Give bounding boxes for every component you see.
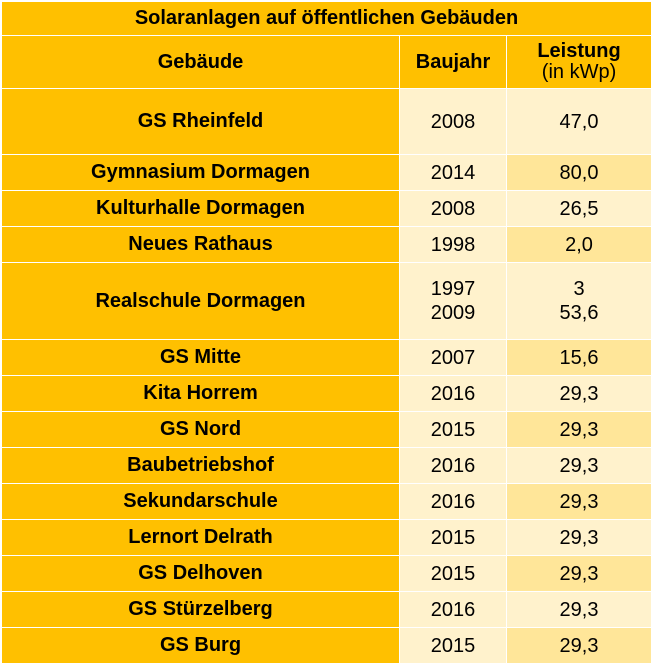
building-name: GS Rheinfeld [1, 88, 400, 155]
year-value: 2008 [430, 110, 476, 133]
table-row: Lernort Delrath 2015 29,3 [1, 519, 653, 556]
power-cell: 2,0 [505, 226, 653, 263]
year-value: 2015 [430, 634, 476, 657]
power-value: 26,5 [559, 197, 599, 220]
year-value: 2016 [430, 382, 476, 405]
power-value: 29,3 [559, 634, 599, 657]
header-building: Gebäude [1, 35, 400, 89]
table-row: Kulturhalle Dormagen 2008 26,5 [1, 190, 653, 227]
power-cell: 47,0 [505, 88, 653, 155]
header-year: Baujahr [399, 35, 507, 89]
year-cell: 2016 [399, 447, 507, 484]
power-cell: 29,3 [505, 519, 653, 556]
year-value: 2007 [430, 346, 476, 369]
year-value: 2016 [430, 454, 476, 477]
table-row: GS Rheinfeld 2008 47,0 [1, 88, 653, 155]
power-value: 47,0 [559, 110, 599, 133]
power-cell: 29,3 [505, 483, 653, 520]
year-value: 2016 [430, 490, 476, 513]
year-cell: 2008 [399, 190, 507, 227]
table-row: Realschule Dormagen 1997 2009 3 53,6 [1, 262, 653, 340]
table-row: GS Nord 2015 29,3 [1, 411, 653, 448]
year-value: 2014 [430, 161, 476, 184]
table-row: GS Burg 2015 29,3 [1, 627, 653, 664]
power-value: 29,3 [559, 598, 599, 621]
header-power-label: Leistung [537, 40, 621, 62]
building-name: Lernort Delrath [1, 519, 400, 556]
year-value: 2016 [430, 598, 476, 621]
year-cell: 2007 [399, 339, 507, 376]
table-title: Solaranlagen auf öffentlichen Gebäuden [0, 1, 653, 36]
year-cell: 2016 [399, 483, 507, 520]
building-name: Neues Rathaus [1, 226, 400, 263]
power-cell: 29,3 [505, 591, 653, 628]
header-power-unit: (in kWp) [541, 61, 617, 83]
year-cell: 2008 [399, 88, 507, 155]
table-row: GS Stürzelberg 2016 29,3 [1, 591, 653, 628]
building-name: Sekundarschule [1, 483, 400, 520]
building-name: GS Delhoven [1, 555, 400, 592]
year-cell: 1998 [399, 226, 507, 263]
building-name: Kita Horrem [1, 375, 400, 412]
year-cell: 2015 [399, 555, 507, 592]
building-name: GS Nord [1, 411, 400, 448]
table-row: Gymnasium Dormagen 2014 80,0 [1, 154, 653, 191]
building-name: GS Mitte [1, 339, 400, 376]
year-value: 2015 [430, 418, 476, 441]
power-cell: 29,3 [505, 555, 653, 592]
power-value: 29,3 [559, 382, 599, 405]
power-value: 29,3 [559, 490, 599, 513]
building-name: GS Stürzelberg [1, 591, 400, 628]
table-row: Sekundarschule 2016 29,3 [1, 483, 653, 520]
building-name: Gymnasium Dormagen [1, 154, 400, 191]
power-cell: 3 53,6 [505, 262, 653, 340]
power-cell: 15,6 [505, 339, 653, 376]
year-value: 2015 [430, 562, 476, 585]
year-value: 1997 [430, 278, 476, 300]
year-cell: 2016 [399, 375, 507, 412]
table-row: GS Delhoven 2015 29,3 [1, 555, 653, 592]
year-value-2: 2009 [430, 302, 476, 324]
table-row: GS Mitte 2007 15,6 [1, 339, 653, 376]
power-value: 29,3 [559, 418, 599, 441]
table-row: Kita Horrem 2016 29,3 [1, 375, 653, 412]
power-value: 15,6 [559, 346, 599, 369]
building-name: GS Burg [1, 627, 400, 664]
building-name: Kulturhalle Dormagen [1, 190, 400, 227]
power-value: 29,3 [559, 454, 599, 477]
header-power: Leistung (in kWp) [505, 35, 653, 89]
power-value: 80,0 [559, 161, 599, 184]
building-name: Realschule Dormagen [1, 262, 400, 340]
year-cell: 2015 [399, 411, 507, 448]
power-cell: 80,0 [505, 154, 653, 191]
year-cell: 2015 [399, 519, 507, 556]
power-value: 29,3 [559, 562, 599, 585]
year-value: 1998 [430, 233, 476, 256]
building-name: Baubetriebshof [1, 447, 400, 484]
power-value: 2,0 [565, 233, 593, 256]
power-cell: 29,3 [505, 627, 653, 664]
power-value-2: 53,6 [559, 302, 599, 324]
year-cell: 1997 2009 [399, 262, 507, 340]
table-row: Baubetriebshof 2016 29,3 [1, 447, 653, 484]
year-value: 2008 [430, 197, 476, 220]
year-cell: 2015 [399, 627, 507, 664]
power-value: 3 [573, 278, 585, 300]
power-value: 29,3 [559, 526, 599, 549]
power-cell: 26,5 [505, 190, 653, 227]
table-row: Neues Rathaus 1998 2,0 [1, 226, 653, 263]
power-cell: 29,3 [505, 411, 653, 448]
year-value: 2015 [430, 526, 476, 549]
power-cell: 29,3 [505, 375, 653, 412]
year-cell: 2016 [399, 591, 507, 628]
power-cell: 29,3 [505, 447, 653, 484]
header-row: Gebäude Baujahr Leistung (in kWp) [1, 35, 653, 89]
year-cell: 2014 [399, 154, 507, 191]
